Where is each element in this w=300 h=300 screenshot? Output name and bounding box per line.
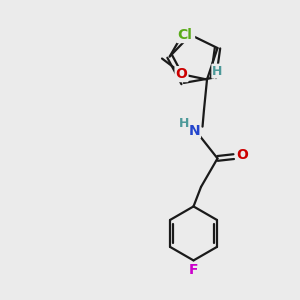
Text: O: O [236, 148, 248, 162]
Text: N: N [188, 124, 200, 137]
Text: H: H [179, 117, 189, 130]
Text: H: H [212, 64, 223, 78]
Text: Cl: Cl [177, 28, 192, 42]
Text: S: S [184, 26, 194, 40]
Text: O: O [176, 67, 188, 81]
Text: F: F [189, 263, 198, 277]
